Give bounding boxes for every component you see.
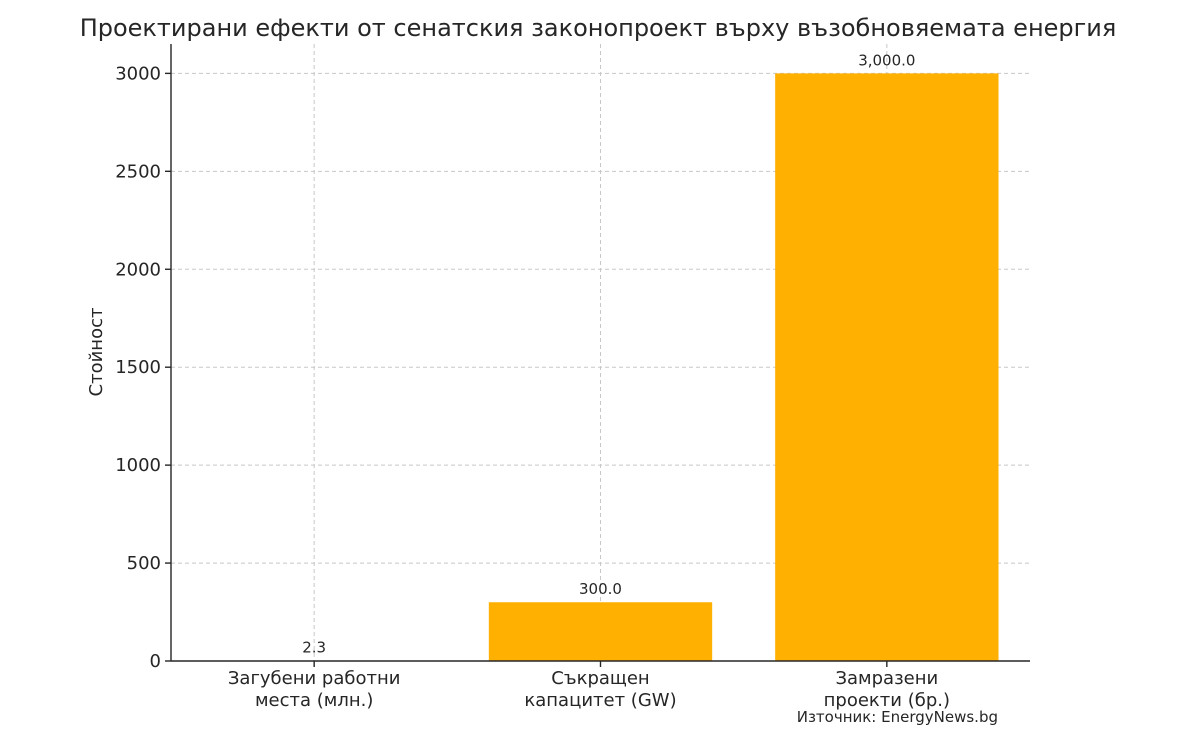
source-note: Източник: EnergyNews.bg <box>797 708 998 726</box>
data-labels: 2.3 300.0 3,000.0 <box>302 51 915 656</box>
data-label: 3,000.0 <box>858 51 915 69</box>
bar-1 <box>488 602 713 661</box>
y-tick-label: 2500 <box>115 161 161 182</box>
x-tick-label: проекти (бр.) <box>824 690 950 711</box>
y-tick-label: 3000 <box>115 63 161 84</box>
data-label: 2.3 <box>302 639 326 657</box>
chart-title: Проектирани ефекти от сенатския законопр… <box>80 14 1117 42</box>
y-tick-label: 1500 <box>115 357 161 378</box>
bar-2 <box>775 73 999 661</box>
data-label: 300.0 <box>579 580 622 598</box>
x-tick-label: капацитет (GW) <box>524 690 676 711</box>
x-tick-label: Загубени работни <box>228 668 401 689</box>
y-tick-labels: 0 500 1000 1500 2000 2500 3000 <box>115 63 171 672</box>
y-tick-label: 0 <box>150 651 161 672</box>
y-tick-label: 1000 <box>115 455 161 476</box>
y-tick-label: 500 <box>127 553 161 574</box>
y-axis-label: Стойност <box>86 308 107 397</box>
x-tick-label: Съкращен <box>551 668 649 689</box>
bar-layer <box>202 73 999 662</box>
y-tick-label: 2000 <box>115 259 161 280</box>
x-tick-label: места (млн.) <box>255 690 373 711</box>
x-tick-label: Замразени <box>835 668 938 689</box>
